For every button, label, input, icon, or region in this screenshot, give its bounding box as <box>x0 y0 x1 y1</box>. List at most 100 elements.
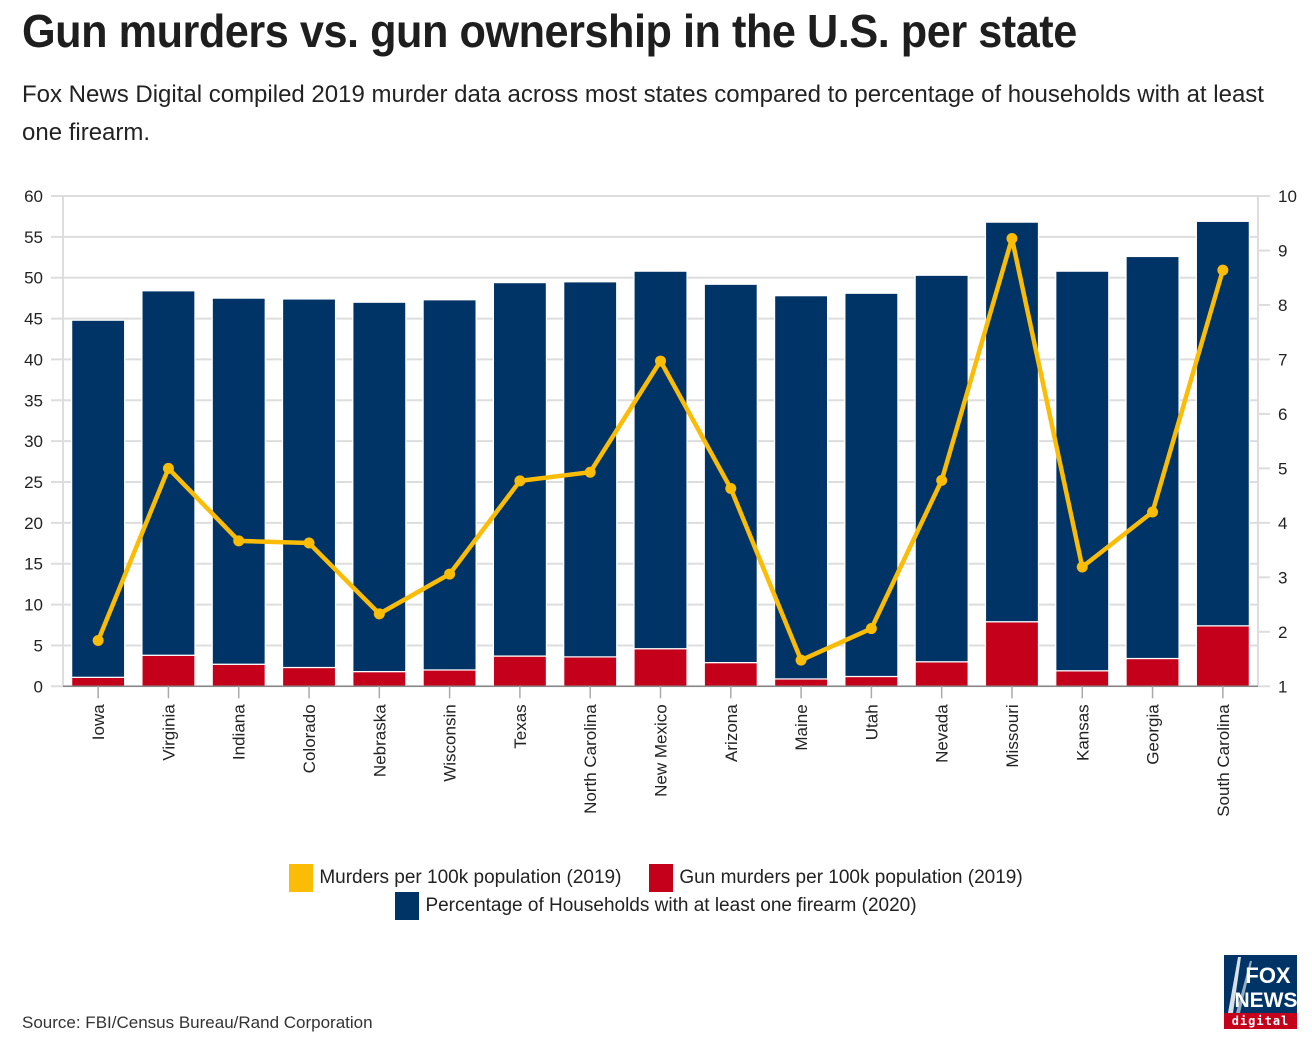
point-murders <box>725 483 737 495</box>
bar-ownership <box>281 298 337 669</box>
point-murders <box>1217 264 1229 276</box>
x-tick-label: Georgia <box>1144 704 1163 765</box>
point-murders <box>233 535 245 547</box>
y-right-tick-label: 2 <box>1278 623 1287 642</box>
x-tick-label: North Carolina <box>581 704 600 814</box>
x-tick-label: Colorado <box>300 704 319 773</box>
bar-ownership <box>633 270 688 650</box>
point-murders <box>444 568 456 580</box>
point-murders <box>303 537 315 549</box>
bar-gun-murders <box>211 663 266 687</box>
bar-ownership <box>422 299 477 671</box>
x-tick-label: Kansas <box>1073 704 1092 761</box>
y-left-tick-label: 0 <box>34 677 43 696</box>
y-right-tick-label: 6 <box>1278 405 1287 424</box>
bar-ownership <box>703 283 758 664</box>
y-left-tick-label: 60 <box>24 187 43 206</box>
x-tick-label: Arizona <box>722 704 741 762</box>
y-right-tick-label: 9 <box>1278 241 1287 260</box>
y-left-tick-label: 15 <box>24 555 43 574</box>
bar-gun-murders <box>914 661 969 687</box>
bar-ownership <box>211 297 266 665</box>
legend-item-gun-murders: Gun murders per 100k population (2019) <box>649 864 1023 892</box>
y-left-tick-label: 40 <box>24 350 43 369</box>
bar-gun-murders <box>492 655 548 687</box>
x-tick-label: Nebraska <box>370 704 389 777</box>
legend-label-ownership: Percentage of Households with at least o… <box>425 895 917 916</box>
y-right-tick-label: 4 <box>1278 514 1287 533</box>
bar-ownership <box>844 292 899 678</box>
logo-digital-text: digital <box>1232 1014 1290 1028</box>
x-tick-label: New Mexico <box>652 704 671 797</box>
y-right-tick-label: 8 <box>1278 296 1287 315</box>
bar-gun-murders <box>422 669 477 687</box>
x-tick-label: Indiana <box>230 704 249 760</box>
legend: Murders per 100k population (2019) Gun m… <box>0 864 1312 920</box>
y-left-tick-label: 50 <box>24 269 43 288</box>
point-murders <box>1147 506 1159 518</box>
logo-beam-icon <box>1228 957 1241 1013</box>
chart-title: Gun murders vs. gun ownership in the U.S… <box>22 5 1077 57</box>
bar-gun-murders <box>141 654 196 687</box>
point-murders <box>865 623 877 635</box>
point-murders <box>373 608 385 620</box>
logo-news-text: NEWS <box>1235 989 1298 1012</box>
x-tick-label: South Carolina <box>1214 704 1233 817</box>
bar-ownership <box>1195 220 1250 627</box>
bar-gun-murders <box>844 675 899 687</box>
point-murders <box>655 355 666 367</box>
legend-item-ownership: Percentage of Households with at least o… <box>395 892 917 920</box>
bar-ownership <box>984 221 1040 623</box>
y-right-tick-label: 10 <box>1278 187 1297 206</box>
legend-label-gun-murders: Gun murders per 100k population (2019) <box>679 867 1023 888</box>
fox-news-digital-logo: FOX NEWS digital <box>1224 955 1297 1029</box>
bar-gun-murders <box>1125 657 1180 687</box>
y-left-tick-label: 25 <box>24 473 43 492</box>
bar-gun-murders <box>773 678 829 687</box>
bar-gun-murders <box>1195 625 1250 687</box>
x-tick-label: Virginia <box>159 704 178 761</box>
bar-ownership <box>1055 270 1110 672</box>
y-left-tick-label: 30 <box>24 432 43 451</box>
point-murders <box>1006 232 1018 244</box>
legend-swatch-ownership <box>395 892 420 920</box>
bar-gun-murders <box>633 648 688 687</box>
x-tick-label: Wisconsin <box>441 704 460 781</box>
x-tick-label: Iowa <box>89 704 108 740</box>
bar-ownership <box>914 274 969 663</box>
bar-gun-murders <box>984 621 1040 687</box>
bar-ownership <box>71 319 126 678</box>
bar-gun-murders <box>281 666 337 687</box>
y-right-tick-label: 3 <box>1278 568 1287 587</box>
bar-ownership <box>773 295 829 680</box>
point-murders <box>795 654 807 666</box>
point-murders <box>514 475 526 487</box>
legend-item-murders: Murders per 100k population (2019) <box>289 864 621 892</box>
y-left-tick-label: 55 <box>24 228 43 247</box>
y-left-tick-label: 10 <box>24 596 43 615</box>
logo-digital-band <box>1224 1013 1297 1029</box>
point-murders <box>162 462 174 474</box>
y-left-tick-label: 5 <box>34 636 43 655</box>
y-right-tick-label: 1 <box>1278 677 1287 696</box>
bar-gun-murders <box>703 662 758 687</box>
bar-ownership <box>492 282 548 657</box>
x-tick-label: Nevada <box>933 704 952 763</box>
logo-fox-text: FOX <box>1245 963 1291 988</box>
logo-beam-icon <box>1236 961 1252 1013</box>
chart-subtitle: Fox News Digital compiled 2019 murder da… <box>22 81 1264 146</box>
x-tick-label: Missouri <box>1003 704 1022 767</box>
point-murders <box>584 466 596 478</box>
point-murders <box>936 474 948 486</box>
source-note: Source: FBI/Census Bureau/Rand Corporati… <box>22 1013 373 1032</box>
x-tick-label: Utah <box>862 704 881 740</box>
y-right-tick-label: 5 <box>1278 459 1287 478</box>
bar-gun-murders <box>1055 670 1110 687</box>
legend-label-murders: Murders per 100k population (2019) <box>319 867 622 888</box>
point-murders <box>92 635 104 647</box>
legend-swatch-murders <box>289 864 314 892</box>
bar-gun-murders <box>352 670 407 687</box>
bar-gun-murders <box>563 656 618 687</box>
y-left-tick-label: 45 <box>24 310 43 329</box>
